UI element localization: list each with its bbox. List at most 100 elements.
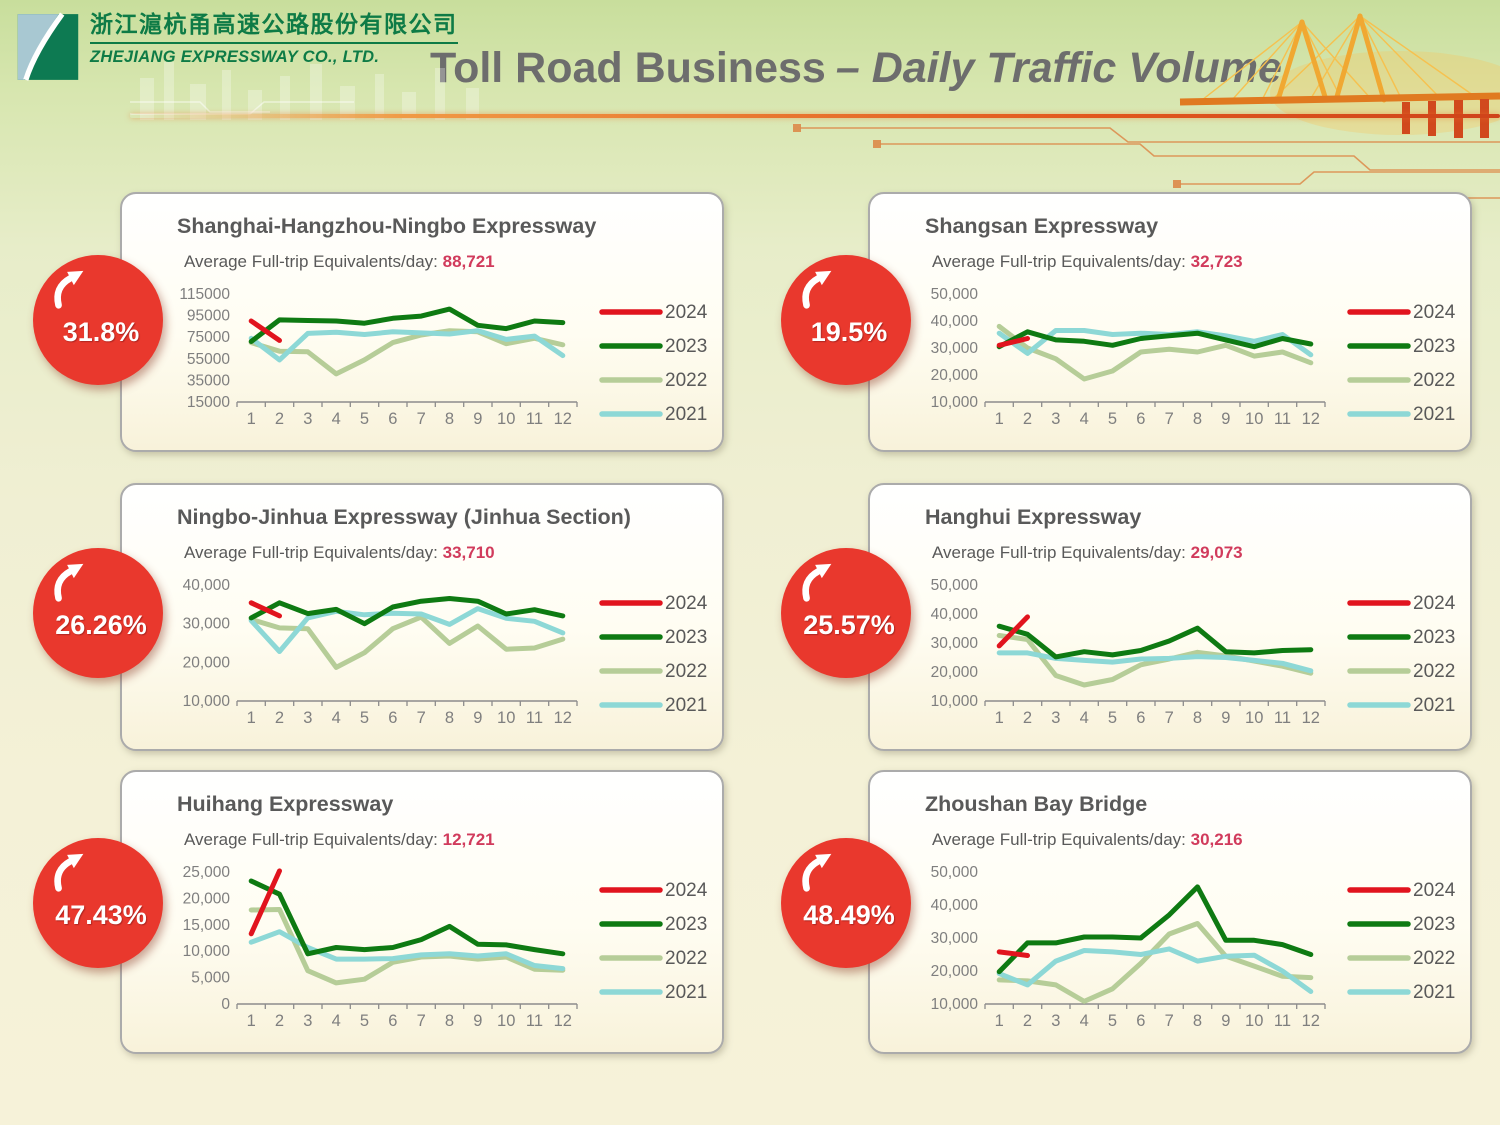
x-tick-label: 10: [1245, 410, 1263, 428]
y-tick-label: 30,000: [931, 340, 979, 357]
x-tick-label: 7: [1165, 1012, 1174, 1030]
chart-series-2023: [248, 878, 566, 957]
legend-label-2024: 2024: [665, 302, 708, 323]
y-tick-label: 40,000: [183, 577, 231, 594]
y-tick-label: 20,000: [931, 963, 979, 980]
x-tick-label: 11: [526, 709, 543, 727]
x-tick-label: 8: [445, 410, 454, 428]
legend-label-2023: 2023: [665, 627, 707, 648]
y-tick-label: 10,000: [931, 394, 979, 411]
company-logo: 浙江滬杭甬高速公路股份有限公司 ZHEJIANG EXPRESSWAY CO.,…: [16, 10, 458, 84]
chart-series-2024: [248, 318, 282, 343]
y-tick-label: 95000: [187, 308, 230, 325]
x-tick-label: 7: [417, 709, 426, 727]
x-tick-label: 5: [1108, 1012, 1117, 1030]
chart-series-2021: [996, 328, 1314, 358]
chart-series-2024: [248, 600, 282, 619]
company-name-en: ZHEJIANG EXPRESSWAY CO., LTD.: [90, 47, 380, 66]
x-tick-label: 9: [473, 410, 482, 428]
x-tick-label: 10: [497, 410, 515, 428]
y-tick-label: 15000: [187, 394, 230, 411]
x-tick-label: 9: [1221, 709, 1230, 727]
legend-label-2023: 2023: [1413, 914, 1455, 935]
x-tick-label: 10: [497, 1012, 515, 1030]
panel-title: Shangsan Expressway: [925, 214, 1159, 238]
y-tick-label: 50,000: [931, 864, 979, 881]
growth-percentage: 19.5%: [810, 316, 888, 347]
logo-road-icon: [17, 12, 79, 81]
y-tick-label: 20,000: [931, 367, 979, 384]
x-tick-label: 2: [275, 709, 284, 727]
growth-badge: 19.5%: [781, 255, 911, 385]
x-tick-label: 1: [247, 410, 256, 428]
x-tick-label: 3: [303, 410, 312, 428]
up-arrow-icon: [802, 270, 832, 309]
chart-series-2023: [996, 329, 1314, 350]
x-tick-label: 6: [1136, 1012, 1145, 1030]
x-tick-label: 9: [473, 1012, 482, 1030]
x-tick-label: 11: [526, 410, 543, 428]
chart-series-2021: [248, 328, 566, 363]
up-arrow-icon: [802, 563, 832, 602]
panel-title: Hanghui Expressway: [925, 505, 1142, 529]
x-tick-label: 5: [360, 709, 369, 727]
x-tick-label: 4: [332, 410, 341, 428]
growth-badge: 31.8%: [33, 255, 163, 385]
x-tick-label: 9: [1221, 410, 1230, 428]
x-tick-label: 12: [1302, 410, 1320, 428]
page-title: Toll Road Business – Daily Traffic Volume: [430, 44, 1282, 93]
x-tick-label: 10: [1245, 1012, 1263, 1030]
x-tick-label: 3: [1051, 709, 1060, 727]
y-tick-label: 30,000: [183, 616, 231, 633]
y-tick-label: 75000: [187, 329, 230, 346]
x-tick-label: 7: [1165, 709, 1174, 727]
growth-badge: 47.43%: [33, 838, 163, 968]
average-label: Average Full-trip Equivalents/day:: [184, 543, 438, 562]
y-tick-label: 35000: [187, 372, 230, 389]
average-value: 32,723: [1190, 252, 1243, 271]
average-value: 12,721: [442, 830, 495, 849]
y-tick-label: 30,000: [931, 930, 979, 947]
y-tick-label: 20,000: [183, 654, 231, 671]
header-divider-line: [130, 114, 1500, 118]
logo-text: 浙江滬杭甬高速公路股份有限公司 ZHEJIANG EXPRESSWAY CO.,…: [90, 10, 458, 67]
legend-label-2022: 2022: [1413, 370, 1455, 391]
legend-label-2021: 2021: [1413, 695, 1455, 716]
x-tick-label: 5: [1108, 410, 1117, 428]
x-tick-label: 1: [247, 1012, 256, 1030]
legend-label-2021: 2021: [665, 404, 707, 425]
x-tick-label: 3: [303, 709, 312, 727]
x-tick-label: 3: [1051, 1012, 1060, 1030]
growth-percentage: 47.43%: [55, 899, 147, 930]
y-tick-label: 40,000: [931, 606, 979, 623]
up-arrow-icon: [54, 270, 84, 309]
expressway-panel: Ningbo-Jinhua Expressway (Jinhua Section…: [120, 483, 724, 751]
chart-series-2024: [996, 949, 1030, 958]
panel-average: Average Full-trip Equivalents/day: 32,72…: [932, 252, 1470, 272]
y-tick-label: 5,000: [191, 970, 230, 987]
average-value: 33,710: [442, 543, 495, 562]
x-tick-label: 6: [388, 410, 397, 428]
x-tick-label: 7: [417, 1012, 426, 1030]
x-tick-label: 4: [332, 709, 341, 727]
up-arrow-icon: [802, 853, 832, 892]
legend-label-2024: 2024: [1413, 302, 1456, 323]
x-tick-label: 9: [1221, 1012, 1230, 1030]
legend-label-2024: 2024: [1413, 880, 1456, 901]
x-tick-label: 6: [1136, 709, 1145, 727]
average-label: Average Full-trip Equivalents/day:: [932, 830, 1186, 849]
company-name-cn: 浙江滬杭甬高速公路股份有限公司: [90, 10, 458, 44]
legend-label-2022: 2022: [1413, 948, 1455, 969]
chart-series-2023: [996, 623, 1314, 660]
panel-title: Zhoushan Bay Bridge: [925, 792, 1148, 816]
y-tick-label: 20,000: [931, 664, 979, 681]
panel-average: Average Full-trip Equivalents/day: 30,21…: [932, 830, 1470, 850]
expressway-panel: Shangsan Expressway Average Full-trip Eq…: [868, 192, 1472, 452]
y-tick-label: 10,000: [183, 943, 231, 960]
y-tick-label: 15,000: [183, 917, 231, 934]
panel-average: Average Full-trip Equivalents/day: 33,71…: [184, 543, 722, 563]
